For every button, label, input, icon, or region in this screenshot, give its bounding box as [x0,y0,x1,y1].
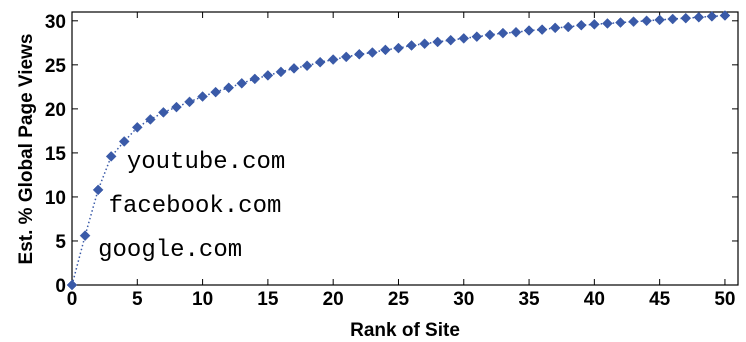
data-point [249,73,261,85]
data-point [223,82,235,94]
data-point [380,44,391,56]
plot-frame [71,11,739,286]
data-point [236,77,248,89]
data-point [210,86,222,98]
x-tick-label: 15 [257,289,279,310]
data-point [693,11,705,23]
data-point [667,13,679,25]
data-point [497,27,509,39]
data-point [523,25,535,36]
x-tick-label: 0 [67,289,78,310]
x-tick-label: 45 [649,289,671,310]
data-point [327,54,339,65]
x-tick-label: 10 [192,289,213,310]
y-tick-label: 30 [45,12,66,33]
x-tick-label: 40 [584,289,605,310]
data-point [562,21,574,33]
data-point [171,101,182,113]
data-point [432,36,444,48]
annotation-label: facebook.com [109,193,282,220]
data-point [706,11,718,22]
data-point [262,70,274,81]
data-point [719,10,731,21]
data-point [144,114,156,125]
y-tick-label: 10 [45,188,66,209]
data-point [680,12,692,24]
data-point [654,14,666,26]
data-point [393,42,404,54]
data-point [484,29,496,41]
data-point [131,122,143,133]
annotation-label: google.com [98,237,242,264]
y-tick-label: 5 [55,232,66,253]
data-point [445,34,457,46]
x-axis-title: Rank of Site [350,320,460,341]
data-point [353,48,365,60]
annotation-layer: youtube.com facebook.com google.com [98,149,285,264]
y-axis-title: Est. % Global Page Views [16,34,37,265]
x-tick-label: 35 [518,289,540,310]
data-point [536,24,548,35]
data-point [615,17,626,28]
x-tick-label: 30 [453,289,474,310]
series-layer [66,10,731,291]
data-point [301,60,313,72]
y-tick-label: 15 [45,144,67,165]
data-point [419,38,430,50]
data-point [406,40,417,51]
data-point [197,91,208,102]
x-tick-label: 25 [388,289,410,310]
data-point [628,16,639,28]
x-tick-label: 20 [323,289,344,310]
y-tick-label: 20 [45,100,66,121]
data-point [288,63,300,74]
data-point [471,31,483,43]
data-point [340,51,352,63]
data-point [275,66,287,78]
data-point [641,15,652,27]
data-point [588,18,600,30]
data-point [105,151,117,162]
data-point [458,33,470,44]
data-point [79,230,91,242]
data-point [118,136,130,147]
data-point [366,47,378,58]
annotation-label: youtube.com [127,149,285,176]
x-tick-label: 50 [714,289,735,310]
data-point [314,56,326,68]
x-tick-label: 5 [132,289,143,310]
data-point [158,107,169,118]
data-point [92,184,104,196]
y-tick-label: 0 [55,276,66,297]
data-point [575,19,587,31]
data-point [66,279,78,291]
data-point [602,18,613,29]
data-point [549,22,561,34]
axis-ticks: 0 5 10 15 20 25 30 35 40 45 50 0 5 10 15 20 25 30 [45,12,738,310]
data-point [184,96,195,108]
y-tick-label: 25 [45,56,67,77]
data-point [510,26,522,38]
